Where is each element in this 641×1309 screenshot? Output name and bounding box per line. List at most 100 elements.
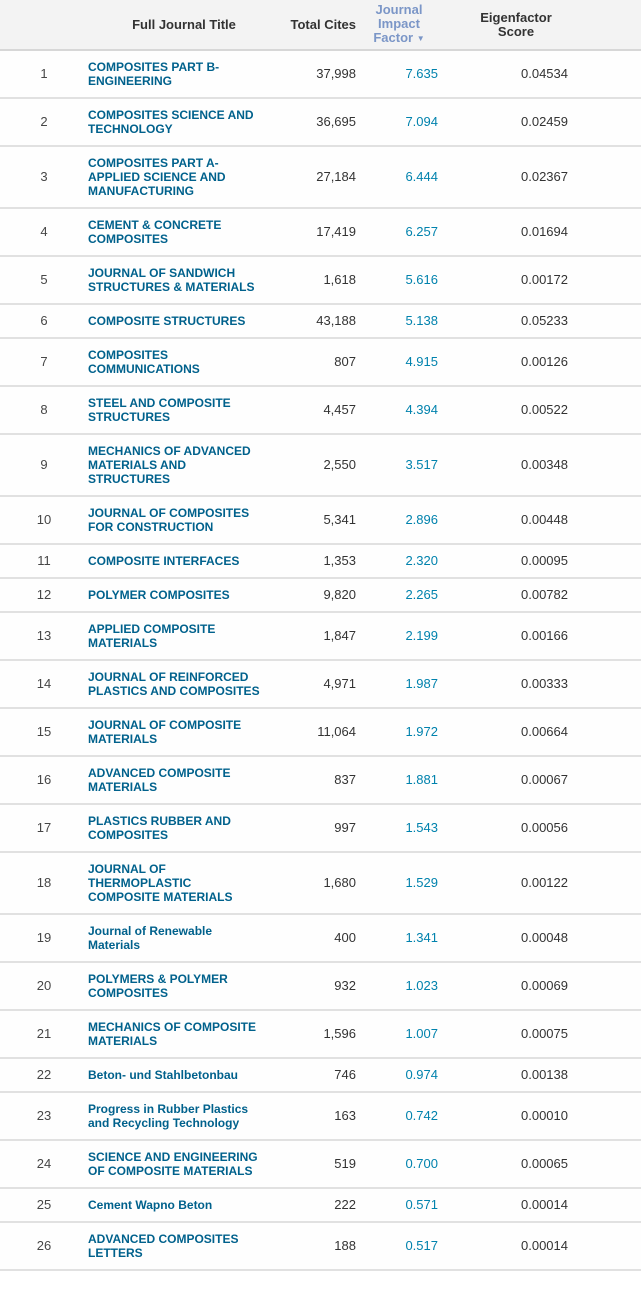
table-row: 9 MECHANICS OF ADVANCED MATERIALS AND ST… [0, 434, 641, 497]
journal-title-link[interactable]: CEMENT & CONCRETE COMPOSITES [88, 218, 222, 246]
journal-title-link[interactable]: APPLIED COMPOSITE MATERIALS [88, 622, 216, 650]
journal-impact-factor-column-header[interactable]: Journal Impact Factor ▼ [358, 0, 440, 51]
eigenfactor-cell: 0.00075 [440, 1010, 568, 1059]
table-row: 23 Progress in Rubber Plastics and Recyc… [0, 1092, 641, 1141]
table-row: 15 JOURNAL OF COMPOSITE MATERIALS 11,064… [0, 708, 641, 757]
journal-title-link[interactable]: Cement Wapno Beton [88, 1198, 213, 1212]
spacer-cell [568, 256, 641, 305]
journal-title-cell: JOURNAL OF SANDWICH STRUCTURES & MATERIA… [88, 256, 280, 305]
impact-factor-link[interactable]: 6.257 [405, 224, 438, 239]
eigenfactor-score-column-header[interactable]: Eigenfactor Score [440, 0, 568, 51]
impact-factor-link[interactable]: 1.972 [405, 724, 438, 739]
impact-factor-cell: 1.007 [358, 1010, 440, 1059]
spacer-cell [568, 1010, 641, 1059]
journal-title-cell: SCIENCE AND ENGINEERING OF COMPOSITE MAT… [88, 1140, 280, 1189]
impact-factor-cell: 4.915 [358, 338, 440, 387]
impact-factor-cell: 1.529 [358, 852, 440, 915]
journal-title-cell: JOURNAL OF COMPOSITES FOR CONSTRUCTION [88, 496, 280, 545]
rank-cell: 26 [0, 1222, 88, 1271]
table-row: 5 JOURNAL OF SANDWICH STRUCTURES & MATER… [0, 256, 641, 305]
rank-cell: 19 [0, 914, 88, 963]
impact-factor-link[interactable]: 4.394 [405, 402, 438, 417]
impact-factor-cell: 6.444 [358, 146, 440, 209]
eigenfactor-cell: 0.00014 [440, 1222, 568, 1271]
journal-title-link[interactable]: POLYMERS & POLYMER COMPOSITES [88, 972, 228, 1000]
rank-cell: 17 [0, 804, 88, 853]
journal-title-link[interactable]: PLASTICS RUBBER AND COMPOSITES [88, 814, 231, 842]
impact-factor-link[interactable]: 0.742 [405, 1108, 438, 1123]
eigenfactor-cell: 0.00122 [440, 852, 568, 915]
impact-factor-cell: 3.517 [358, 434, 440, 497]
impact-factor-link[interactable]: 1.341 [405, 930, 438, 945]
journal-title-link[interactable]: COMPOSITE INTERFACES [88, 554, 240, 568]
journal-title-link[interactable]: COMPOSITES COMMUNICATIONS [88, 348, 200, 376]
impact-factor-link[interactable]: 3.517 [405, 457, 438, 472]
journal-title-link[interactable]: SCIENCE AND ENGINEERING OF COMPOSITE MAT… [88, 1150, 258, 1178]
impact-factor-link[interactable]: 1.529 [405, 875, 438, 890]
impact-factor-cell: 1.972 [358, 708, 440, 757]
spacer-cell [568, 612, 641, 661]
impact-factor-link[interactable]: 4.915 [405, 354, 438, 369]
journal-title-link[interactable]: MECHANICS OF ADVANCED MATERIALS AND STRU… [88, 444, 251, 486]
journal-title-link[interactable]: Progress in Rubber Plastics and Recyclin… [88, 1102, 249, 1130]
journal-title-link[interactable]: COMPOSITES PART B- ENGINEERING [88, 60, 220, 88]
impact-factor-link[interactable]: 1.543 [405, 820, 438, 835]
journal-title-link[interactable]: ADVANCED COMPOSITE MATERIALS [88, 766, 231, 794]
impact-factor-cell: 7.635 [358, 50, 440, 99]
impact-factor-link[interactable]: 1.987 [405, 676, 438, 691]
table-row: 4 CEMENT & CONCRETE COMPOSITES 17,419 6.… [0, 208, 641, 257]
impact-factor-link[interactable]: 7.635 [405, 66, 438, 81]
journal-title-link[interactable]: Journal of Renewable Materials [88, 924, 213, 952]
rank-cell: 11 [0, 544, 88, 579]
impact-factor-link[interactable]: 2.265 [405, 587, 438, 602]
table-row: 18 JOURNAL OF THERMOPLASTIC COMPOSITE MA… [0, 852, 641, 915]
impact-factor-link[interactable]: 5.138 [405, 313, 438, 328]
journal-title-cell: COMPOSITE STRUCTURES [88, 304, 280, 339]
spacer-cell [568, 914, 641, 963]
impact-factor-cell: 6.257 [358, 208, 440, 257]
total-cites-cell: 2,550 [280, 434, 358, 497]
impact-factor-link[interactable]: 7.094 [405, 114, 438, 129]
rank-cell: 15 [0, 708, 88, 757]
journal-title-link[interactable]: JOURNAL OF THERMOPLASTIC COMPOSITE MATER… [88, 862, 233, 904]
total-cites-cell: 997 [280, 804, 358, 853]
rank-cell: 16 [0, 756, 88, 805]
journal-title-link[interactable]: ADVANCED COMPOSITES LETTERS [88, 1232, 239, 1260]
total-cites-cell: 4,971 [280, 660, 358, 709]
journal-title-link[interactable]: COMPOSITES SCIENCE AND TECHNOLOGY [88, 108, 254, 136]
total-cites-column-header[interactable]: Total Cites [280, 0, 358, 51]
table-row: 8 STEEL AND COMPOSITE STRUCTURES 4,457 4… [0, 386, 641, 435]
impact-factor-link[interactable]: 6.444 [405, 169, 438, 184]
rank-cell: 12 [0, 578, 88, 613]
impact-factor-link[interactable]: 1.881 [405, 772, 438, 787]
impact-factor-link[interactable]: 1.023 [405, 978, 438, 993]
journal-title-link[interactable]: JOURNAL OF SANDWICH STRUCTURES & MATERIA… [88, 266, 255, 294]
journal-title-link[interactable]: POLYMER COMPOSITES [88, 588, 230, 602]
impact-factor-link[interactable]: 0.517 [405, 1238, 438, 1253]
impact-factor-link[interactable]: 1.007 [405, 1026, 438, 1041]
journal-title-link[interactable]: COMPOSITE STRUCTURES [88, 314, 246, 328]
table-row: 7 COMPOSITES COMMUNICATIONS 807 4.915 0.… [0, 338, 641, 387]
journal-title-link[interactable]: JOURNAL OF COMPOSITES FOR CONSTRUCTION [88, 506, 250, 534]
impact-factor-link[interactable]: 2.896 [405, 512, 438, 527]
eigenfactor-cell: 0.00056 [440, 804, 568, 853]
journal-title-link[interactable]: COMPOSITES PART A- APPLIED SCIENCE AND M… [88, 156, 226, 198]
impact-factor-link[interactable]: 0.974 [405, 1067, 438, 1082]
journal-title-cell: Beton- und Stahlbetonbau [88, 1058, 280, 1093]
journal-title-link[interactable]: MECHANICS OF COMPOSITE MATERIALS [88, 1020, 257, 1048]
impact-factor-link[interactable]: 5.616 [405, 272, 438, 287]
journal-title-link[interactable]: JOURNAL OF REINFORCED PLASTICS AND COMPO… [88, 670, 260, 698]
journal-title-link[interactable]: JOURNAL OF COMPOSITE MATERIALS [88, 718, 242, 746]
eigenfactor-cell: 0.00522 [440, 386, 568, 435]
impact-factor-link[interactable]: 2.320 [405, 553, 438, 568]
full-journal-title-column-header[interactable]: Full Journal Title [88, 0, 280, 51]
rank-cell: 10 [0, 496, 88, 545]
impact-factor-link[interactable]: 0.571 [405, 1197, 438, 1212]
impact-factor-link[interactable]: 0.700 [405, 1156, 438, 1171]
spacer-cell [568, 1222, 641, 1271]
spacer-cell [568, 208, 641, 257]
journal-title-link[interactable]: Beton- und Stahlbetonbau [88, 1068, 238, 1082]
impact-factor-link[interactable]: 2.199 [405, 628, 438, 643]
rank-cell: 8 [0, 386, 88, 435]
journal-title-link[interactable]: STEEL AND COMPOSITE STRUCTURES [88, 396, 231, 424]
